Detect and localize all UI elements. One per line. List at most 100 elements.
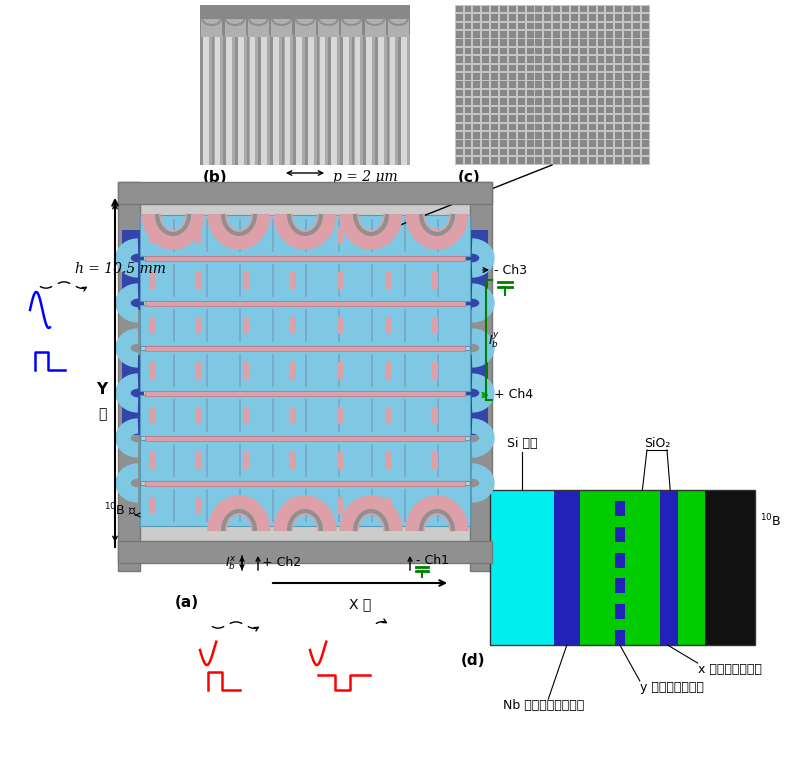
Bar	[173, 399, 175, 432]
Text: h = 10.5 mm: h = 10.5 mm	[75, 262, 166, 276]
Bar	[390, 35, 395, 165]
Bar	[606, 56, 614, 63]
Text: p = 2 μm: p = 2 μm	[333, 170, 398, 184]
Bar	[624, 81, 631, 88]
Bar	[239, 444, 241, 477]
Bar	[206, 309, 208, 342]
Bar	[340, 35, 342, 165]
Bar	[615, 141, 622, 147]
Bar	[365, 19, 386, 37]
Bar	[633, 141, 640, 147]
Bar	[290, 273, 296, 289]
Bar	[615, 149, 622, 155]
Bar	[518, 90, 525, 97]
Bar	[544, 39, 551, 46]
Bar	[149, 362, 154, 379]
Bar	[642, 141, 649, 147]
Bar	[500, 149, 507, 155]
Bar	[500, 107, 507, 114]
Bar	[500, 39, 507, 46]
Bar	[535, 107, 542, 114]
Bar	[338, 354, 340, 387]
Bar	[526, 157, 534, 164]
Bar	[642, 124, 649, 130]
Bar	[474, 73, 480, 80]
Bar	[206, 219, 208, 252]
Bar	[338, 498, 343, 514]
Text: (d): (d)	[461, 653, 485, 668]
Bar	[120, 185, 490, 560]
Bar	[642, 65, 649, 71]
Bar	[465, 31, 471, 38]
Bar	[366, 35, 372, 165]
Bar	[482, 124, 490, 130]
Bar	[598, 107, 605, 114]
Bar	[589, 81, 595, 88]
Bar	[633, 81, 640, 88]
Bar	[535, 48, 542, 55]
Bar	[562, 141, 569, 147]
Bar	[624, 31, 631, 38]
Bar	[509, 90, 516, 97]
Bar	[624, 149, 631, 155]
Bar	[482, 90, 490, 97]
Bar	[580, 490, 614, 645]
Bar	[248, 19, 269, 37]
Bar	[580, 56, 586, 63]
Bar	[385, 407, 390, 424]
Text: $I_b^x$: $I_b^x$	[226, 554, 237, 572]
Bar	[518, 5, 525, 12]
Bar	[338, 452, 343, 468]
Bar	[491, 5, 498, 12]
Bar	[294, 35, 296, 165]
Bar	[385, 273, 390, 289]
Bar	[456, 5, 462, 12]
Bar	[598, 48, 605, 55]
Bar	[474, 132, 480, 138]
Bar	[580, 48, 586, 55]
Bar	[140, 260, 470, 301]
Bar	[580, 149, 586, 155]
Bar	[624, 14, 631, 21]
Bar	[615, 14, 622, 21]
Bar	[456, 115, 462, 121]
Bar	[338, 264, 340, 297]
Bar	[554, 31, 560, 38]
Bar	[474, 90, 480, 97]
Bar	[589, 14, 595, 21]
Bar	[580, 14, 586, 21]
Bar	[272, 264, 274, 297]
Bar	[571, 39, 578, 46]
Bar	[290, 362, 296, 379]
Bar	[239, 264, 241, 297]
Bar	[491, 56, 498, 63]
Bar	[203, 35, 209, 165]
Bar	[642, 115, 649, 121]
Bar	[352, 35, 354, 165]
Bar	[562, 22, 569, 29]
Bar	[615, 73, 622, 80]
Bar	[290, 498, 296, 514]
Bar	[518, 22, 525, 29]
Bar	[598, 157, 605, 164]
Bar	[544, 56, 551, 63]
Bar	[145, 256, 465, 261]
Bar	[589, 98, 595, 105]
Bar	[526, 98, 534, 105]
Bar	[509, 14, 516, 21]
Bar	[554, 490, 580, 645]
Bar	[554, 149, 560, 155]
Bar	[491, 14, 498, 21]
Bar	[518, 73, 525, 80]
Bar	[118, 541, 492, 563]
Text: + Ch2: + Ch2	[262, 557, 301, 570]
Bar	[580, 107, 586, 114]
Bar	[474, 22, 480, 29]
Bar	[140, 305, 470, 346]
Bar	[173, 309, 175, 342]
Bar	[456, 48, 462, 55]
Bar	[200, 5, 410, 165]
Bar	[571, 81, 578, 88]
Bar	[562, 56, 569, 63]
Bar	[614, 619, 625, 631]
